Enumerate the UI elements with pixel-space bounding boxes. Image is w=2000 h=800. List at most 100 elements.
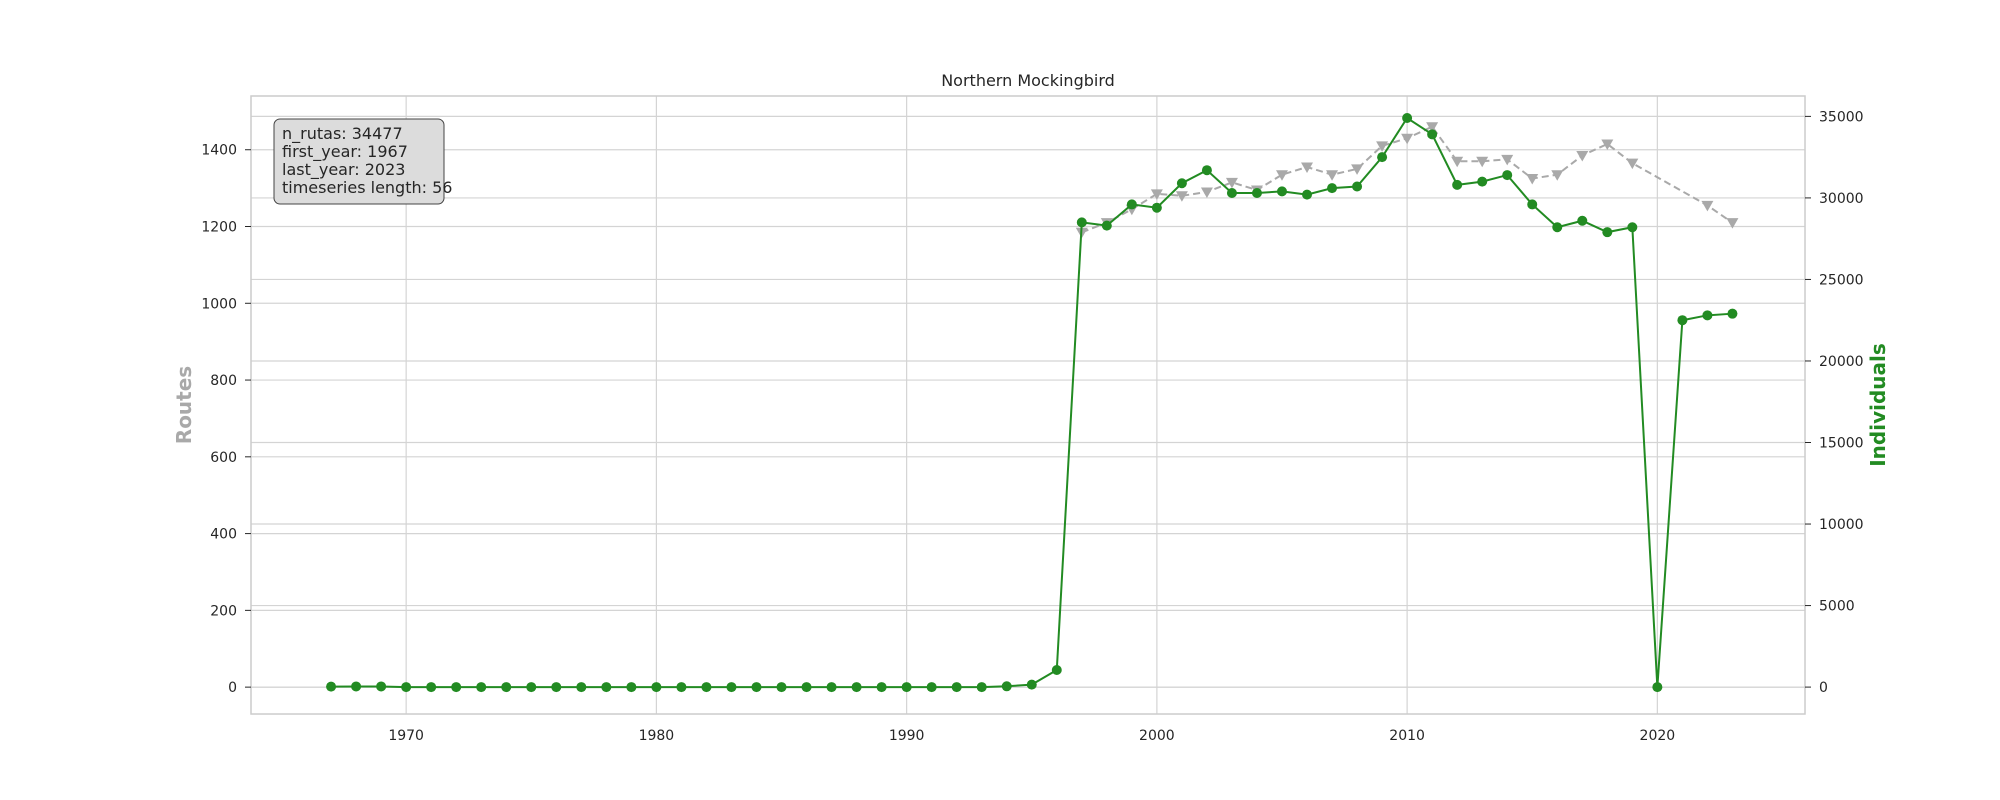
left-tick-label: 1200 bbox=[201, 220, 237, 236]
routes-point bbox=[1626, 158, 1639, 170]
routes-point bbox=[1576, 150, 1589, 162]
right-axis-ticks: 0 5000 10000 15000 20000 25000 30000 35000 bbox=[1805, 109, 1864, 696]
right-tick-label: 35000 bbox=[1819, 109, 1864, 125]
individuals-point bbox=[1702, 310, 1713, 321]
individuals-point bbox=[451, 682, 462, 693]
left-tick-label: 1000 bbox=[201, 296, 237, 312]
individuals-point bbox=[901, 682, 912, 693]
individuals-point bbox=[1101, 220, 1112, 231]
left-tick-label: 1400 bbox=[201, 143, 237, 159]
individuals-point bbox=[801, 682, 812, 693]
individuals-point bbox=[1427, 129, 1438, 140]
individuals-point bbox=[826, 682, 837, 693]
routes-point bbox=[1301, 162, 1314, 174]
routes-point bbox=[1326, 170, 1339, 181]
routes-point bbox=[1376, 141, 1389, 152]
routes-point bbox=[1476, 156, 1489, 168]
left-tick-label: 0 bbox=[228, 680, 237, 696]
individuals-point bbox=[776, 682, 787, 693]
individuals-point bbox=[1026, 679, 1037, 690]
individuals-point bbox=[1402, 113, 1413, 124]
routes-point bbox=[1426, 122, 1439, 133]
individuals-point bbox=[351, 681, 362, 692]
individuals-point bbox=[1251, 188, 1262, 199]
individuals-point bbox=[401, 682, 412, 693]
x-tick-label: 1970 bbox=[388, 728, 424, 744]
info-line-last-year: last_year: 2023 bbox=[282, 160, 405, 180]
individuals-point bbox=[851, 682, 862, 693]
right-tick-label: 10000 bbox=[1819, 517, 1864, 533]
routes-series bbox=[1075, 122, 1739, 239]
right-tick-label: 20000 bbox=[1819, 354, 1864, 370]
individuals-point bbox=[326, 681, 337, 692]
routes-point bbox=[1200, 187, 1213, 198]
info-line-first-year: first_year: 1967 bbox=[282, 142, 408, 162]
routes-point bbox=[1726, 218, 1739, 229]
x-tick-label: 1990 bbox=[889, 728, 925, 744]
individuals-point bbox=[1727, 308, 1738, 319]
individuals-point bbox=[1276, 186, 1287, 197]
individuals-point bbox=[751, 682, 762, 693]
individuals-point bbox=[1151, 202, 1162, 213]
individuals-point bbox=[1627, 222, 1638, 233]
x-tick-label: 2020 bbox=[1640, 728, 1676, 744]
right-tick-label: 25000 bbox=[1819, 272, 1864, 288]
individuals-point bbox=[1051, 664, 1062, 675]
routes-point bbox=[1526, 174, 1539, 185]
individuals-point bbox=[426, 682, 437, 693]
individuals-point bbox=[1327, 183, 1338, 194]
individuals-point bbox=[526, 682, 537, 693]
x-tick-label: 2010 bbox=[1389, 728, 1425, 744]
individuals-point bbox=[1302, 189, 1313, 200]
individuals-point bbox=[1502, 170, 1513, 181]
routes-point bbox=[1225, 177, 1238, 189]
grid-lines bbox=[251, 96, 1805, 714]
left-tick-label: 400 bbox=[210, 527, 237, 543]
info-line-timeseries-length: timeseries length: 56 bbox=[282, 178, 452, 197]
individuals-point bbox=[551, 682, 562, 693]
routes-point bbox=[1451, 156, 1464, 168]
individuals-point bbox=[1452, 179, 1463, 190]
individuals-point bbox=[1076, 217, 1087, 228]
individuals-point bbox=[876, 682, 887, 693]
individuals-point bbox=[976, 682, 987, 693]
routes-point bbox=[1701, 200, 1714, 212]
right-tick-label: 5000 bbox=[1819, 599, 1855, 615]
individuals-point bbox=[1352, 181, 1363, 192]
chart-title: Northern Mockingbird bbox=[941, 71, 1115, 90]
individuals-line bbox=[331, 116, 1733, 689]
x-axis-ticks: 1970 1980 1990 2000 2010 2020 bbox=[388, 728, 1675, 744]
x-tick-label: 2000 bbox=[1139, 728, 1175, 744]
individuals-point bbox=[1577, 215, 1588, 226]
individuals-point bbox=[951, 682, 962, 693]
individuals-point bbox=[576, 682, 587, 693]
routes-point bbox=[1175, 191, 1188, 202]
individuals-point bbox=[1201, 165, 1212, 176]
info-box: n_rutas: 34477 first_year: 1967 last_yea… bbox=[273, 118, 452, 205]
individuals-point bbox=[626, 682, 637, 693]
individuals-point bbox=[701, 682, 712, 693]
individuals-point bbox=[1602, 227, 1613, 238]
individuals-point bbox=[651, 682, 662, 693]
right-tick-label: 30000 bbox=[1819, 191, 1864, 207]
individuals-point bbox=[1226, 188, 1237, 199]
right-axis-label: Individuals bbox=[1866, 343, 1890, 467]
plot-frame bbox=[250, 95, 1806, 715]
individuals-point bbox=[1176, 178, 1187, 189]
left-axis-label: Routes bbox=[172, 366, 196, 444]
right-tick-label: 15000 bbox=[1819, 436, 1864, 452]
individuals-point bbox=[726, 682, 737, 693]
routes-point bbox=[1401, 133, 1414, 145]
left-tick-label: 200 bbox=[210, 603, 237, 619]
right-tick-label: 0 bbox=[1819, 680, 1828, 696]
info-box-background bbox=[273, 118, 445, 205]
individuals-point bbox=[1652, 682, 1663, 693]
left-tick-label: 800 bbox=[210, 373, 237, 389]
left-tick-label: 600 bbox=[210, 450, 237, 466]
individuals-point bbox=[676, 682, 687, 693]
routes-point bbox=[1551, 170, 1564, 181]
individuals-point bbox=[1001, 681, 1012, 692]
individuals-point bbox=[1377, 152, 1388, 163]
routes-point bbox=[1501, 154, 1514, 166]
info-line-n-rutas: n_rutas: 34477 bbox=[282, 124, 403, 144]
